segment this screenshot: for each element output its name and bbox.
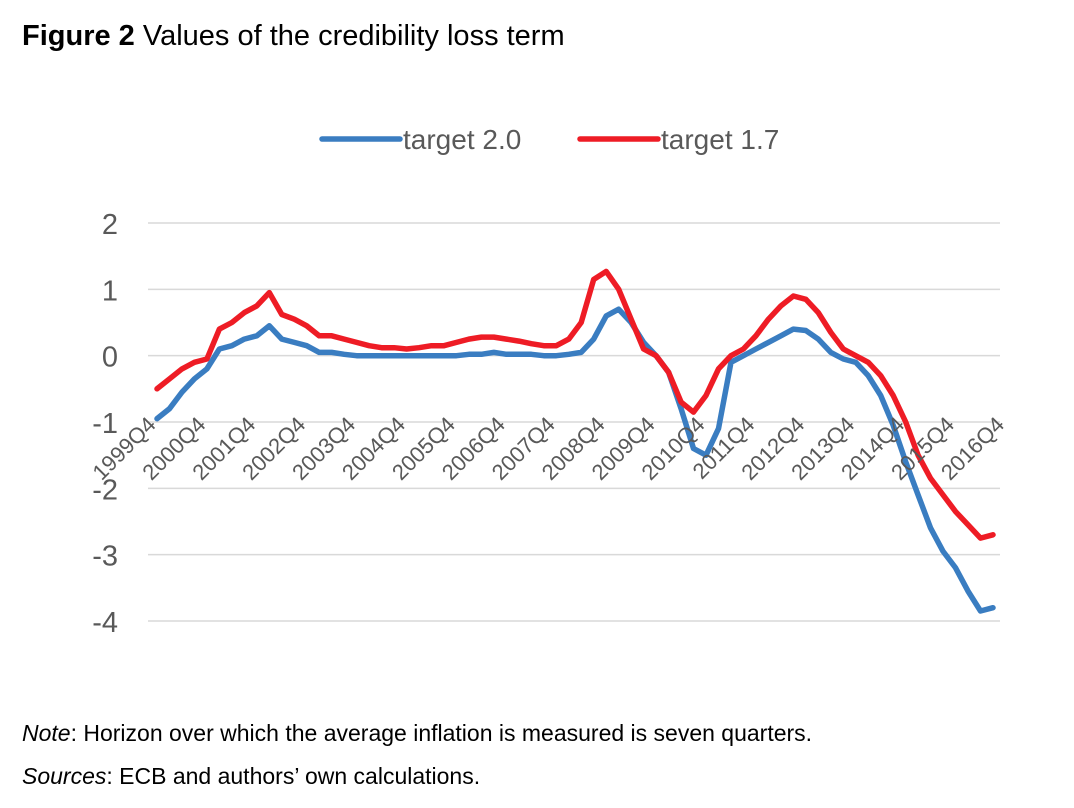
- y-tick-label: -1: [92, 408, 118, 440]
- x-axis: 1999Q42000Q42001Q42002Q42003Q42004Q42005…: [87, 412, 1009, 485]
- series-lines: [154, 268, 996, 614]
- y-tick-label: 2: [102, 209, 118, 241]
- y-tick-label: -3: [92, 541, 118, 573]
- series-line-2: [154, 268, 996, 541]
- figure-title: Figure 2 Values of the credibility loss …: [22, 20, 565, 53]
- note-label: Note: [22, 720, 71, 746]
- sources-label: Sources: [22, 763, 107, 789]
- sources-text: : ECB and authors’ own calculations.: [106, 763, 481, 789]
- y-axis: 2 1 0 -1 -2 -3 -4: [92, 209, 118, 639]
- legend-label-1: target 2.0: [403, 124, 521, 155]
- figure-title-text: Values of the credibility loss term: [142, 20, 565, 52]
- note: Note: Horizon over which the average inf…: [22, 720, 812, 747]
- y-tick-label: 1: [102, 275, 118, 307]
- y-tick-label: -4: [92, 607, 118, 639]
- series-line-1: [154, 306, 996, 614]
- legend: target 2.0 target 1.7: [319, 124, 779, 155]
- note-text: : Horizon over which the average inflati…: [70, 720, 813, 746]
- y-tick-label: -2: [92, 474, 118, 506]
- y-tick-label: 0: [102, 342, 118, 374]
- line-chart: 2 1 0 -1 -2 -3 -4 1999Q42000Q42001Q42002Q42003…: [87, 124, 1009, 639]
- legend-label-2: target 1.7: [661, 124, 779, 155]
- figure-label: Figure 2: [22, 20, 135, 52]
- sources: Sources: ECB and authors’ own calculatio…: [22, 763, 480, 790]
- grid: [148, 222, 1000, 622]
